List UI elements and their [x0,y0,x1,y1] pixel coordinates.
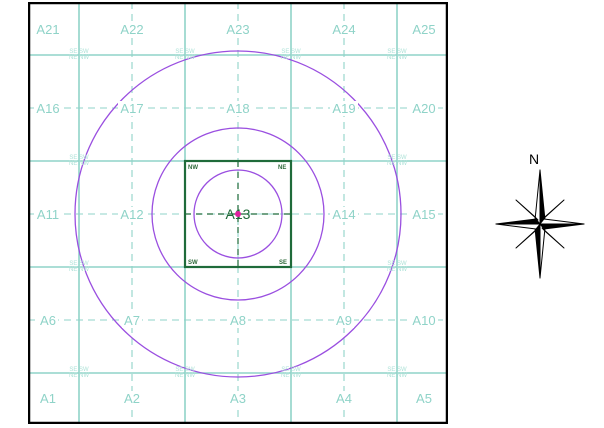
corner-label-nw: NW [188,165,198,171]
compass-rose-icon [495,169,585,279]
cell-label-backing [228,391,248,406]
grid-map: NW NE SW SE A21 A22 A23 A24 A25 A16 A17 A18 A19 A… [28,2,448,424]
cell-label-a5[interactable]: A5 [416,391,432,406]
quadrant-label-bottom: NE NW [175,55,195,61]
quadrant-label-top: SE SW [175,367,195,373]
quadrant-label-top: SE SW [69,155,89,161]
quadrant-label-bottom: NE NW [281,373,301,379]
cell-label-a20[interactable]: A20 [412,101,435,116]
cell-label-backing [118,207,146,222]
quadrant-label-top: SE SW [69,367,89,373]
cell-label-a10[interactable]: A10 [412,313,435,328]
quadrant-label-bottom: NE NW [387,267,407,273]
quadrant-label-bottom: NE NW [387,55,407,61]
cell-label-a12[interactable]: A12 [120,207,143,222]
cell-label-backing [122,391,142,406]
cell-label-a24[interactable]: A24 [332,22,355,37]
cell-label-a18[interactable]: A18 [226,101,249,116]
corner-label-ne: NE [278,165,286,171]
quadrant-label-bottom: NE NW [69,55,89,61]
cell-label-backing [334,313,354,328]
cell-label-backing [410,101,438,116]
range-ring-middle [151,127,325,301]
map-border [28,2,448,424]
center-marker-icon[interactable] [235,211,241,217]
cell-label-backing [34,101,62,116]
range-ring-inner [193,169,283,259]
cell-label-backing [330,101,358,116]
quadrant-label-bottom: NE NW [175,373,195,379]
cell-label-backing [410,313,438,328]
north-label: N [529,151,539,167]
quadrant-label-top: SE SW [387,367,407,373]
quadrant-label-top: SE SW [69,49,89,55]
compass-rose: N [495,151,585,279]
quadrant-label-top: SE SW [387,49,407,55]
cell-label-a6[interactable]: A6 [40,313,56,328]
cell-label-backing [334,391,354,406]
cell-label-backing [228,313,248,328]
cell-label-a11[interactable]: A11 [37,207,59,222]
quadrant-label-top: SE SW [387,261,407,267]
quadrant-label-bottom: NE NW [69,161,89,167]
cell-label-backing [38,313,58,328]
cell-label-a21[interactable]: A21 [36,22,59,37]
quadrant-label-bottom: NE NW [69,373,89,379]
cell-label-a14[interactable]: A14 [332,207,355,222]
cell-label-a3[interactable]: A3 [230,391,246,406]
cell-label-a19[interactable]: A19 [332,101,355,116]
cell-label-backing [330,207,358,222]
cell-label-backing [122,313,142,328]
cell-label-a15[interactable]: A15 [412,207,435,222]
quadrant-label-top: SE SW [175,49,195,55]
quadrant-label-top: SE SW [281,367,301,373]
quadrant-label-top: SE SW [281,49,301,55]
corner-label-sw: SW [188,260,198,266]
cell-label-backing [118,101,146,116]
corner-label-se: SE [279,260,287,266]
cell-label-backing [330,22,358,37]
cell-label-backing [34,207,62,222]
cell-label-a17[interactable]: A17 [120,101,143,116]
quadrant-label-bottom: NE NW [69,267,89,273]
quadrant-label-bottom: NE NW [387,161,407,167]
cell-label-a8[interactable]: A8 [230,313,246,328]
cell-labels: A21A22A23A24A25A16A17A18A19A20A11A12A13A… [34,22,438,406]
cell-label-a4[interactable]: A4 [336,391,352,406]
cell-label-backing [224,22,252,37]
cell-label-a25[interactable]: A25 [412,22,435,37]
range-ring-outer [74,50,402,378]
cell-label-a22[interactable]: A22 [120,22,143,37]
cell-label-a23[interactable]: A23 [226,22,249,37]
cell-label-a16[interactable]: A16 [36,101,59,116]
cell-label-backing [118,22,146,37]
quadrant-label-bottom: NE NW [281,55,301,61]
cell-label-a7[interactable]: A7 [124,313,140,328]
quadrant-label-top: SE SW [69,261,89,267]
cell-label-a2[interactable]: A2 [124,391,140,406]
cell-label-a1[interactable]: A1 [40,391,56,406]
range-rings [74,50,402,378]
selected-cell-group: NW NE SW SE [183,159,293,269]
cell-label-backing [224,101,252,116]
cell-label-a9[interactable]: A9 [336,313,352,328]
quadrant-label-bottom: NE NW [387,373,407,379]
quadrant-label-top: SE SW [387,155,407,161]
cell-label-backing [410,207,438,222]
